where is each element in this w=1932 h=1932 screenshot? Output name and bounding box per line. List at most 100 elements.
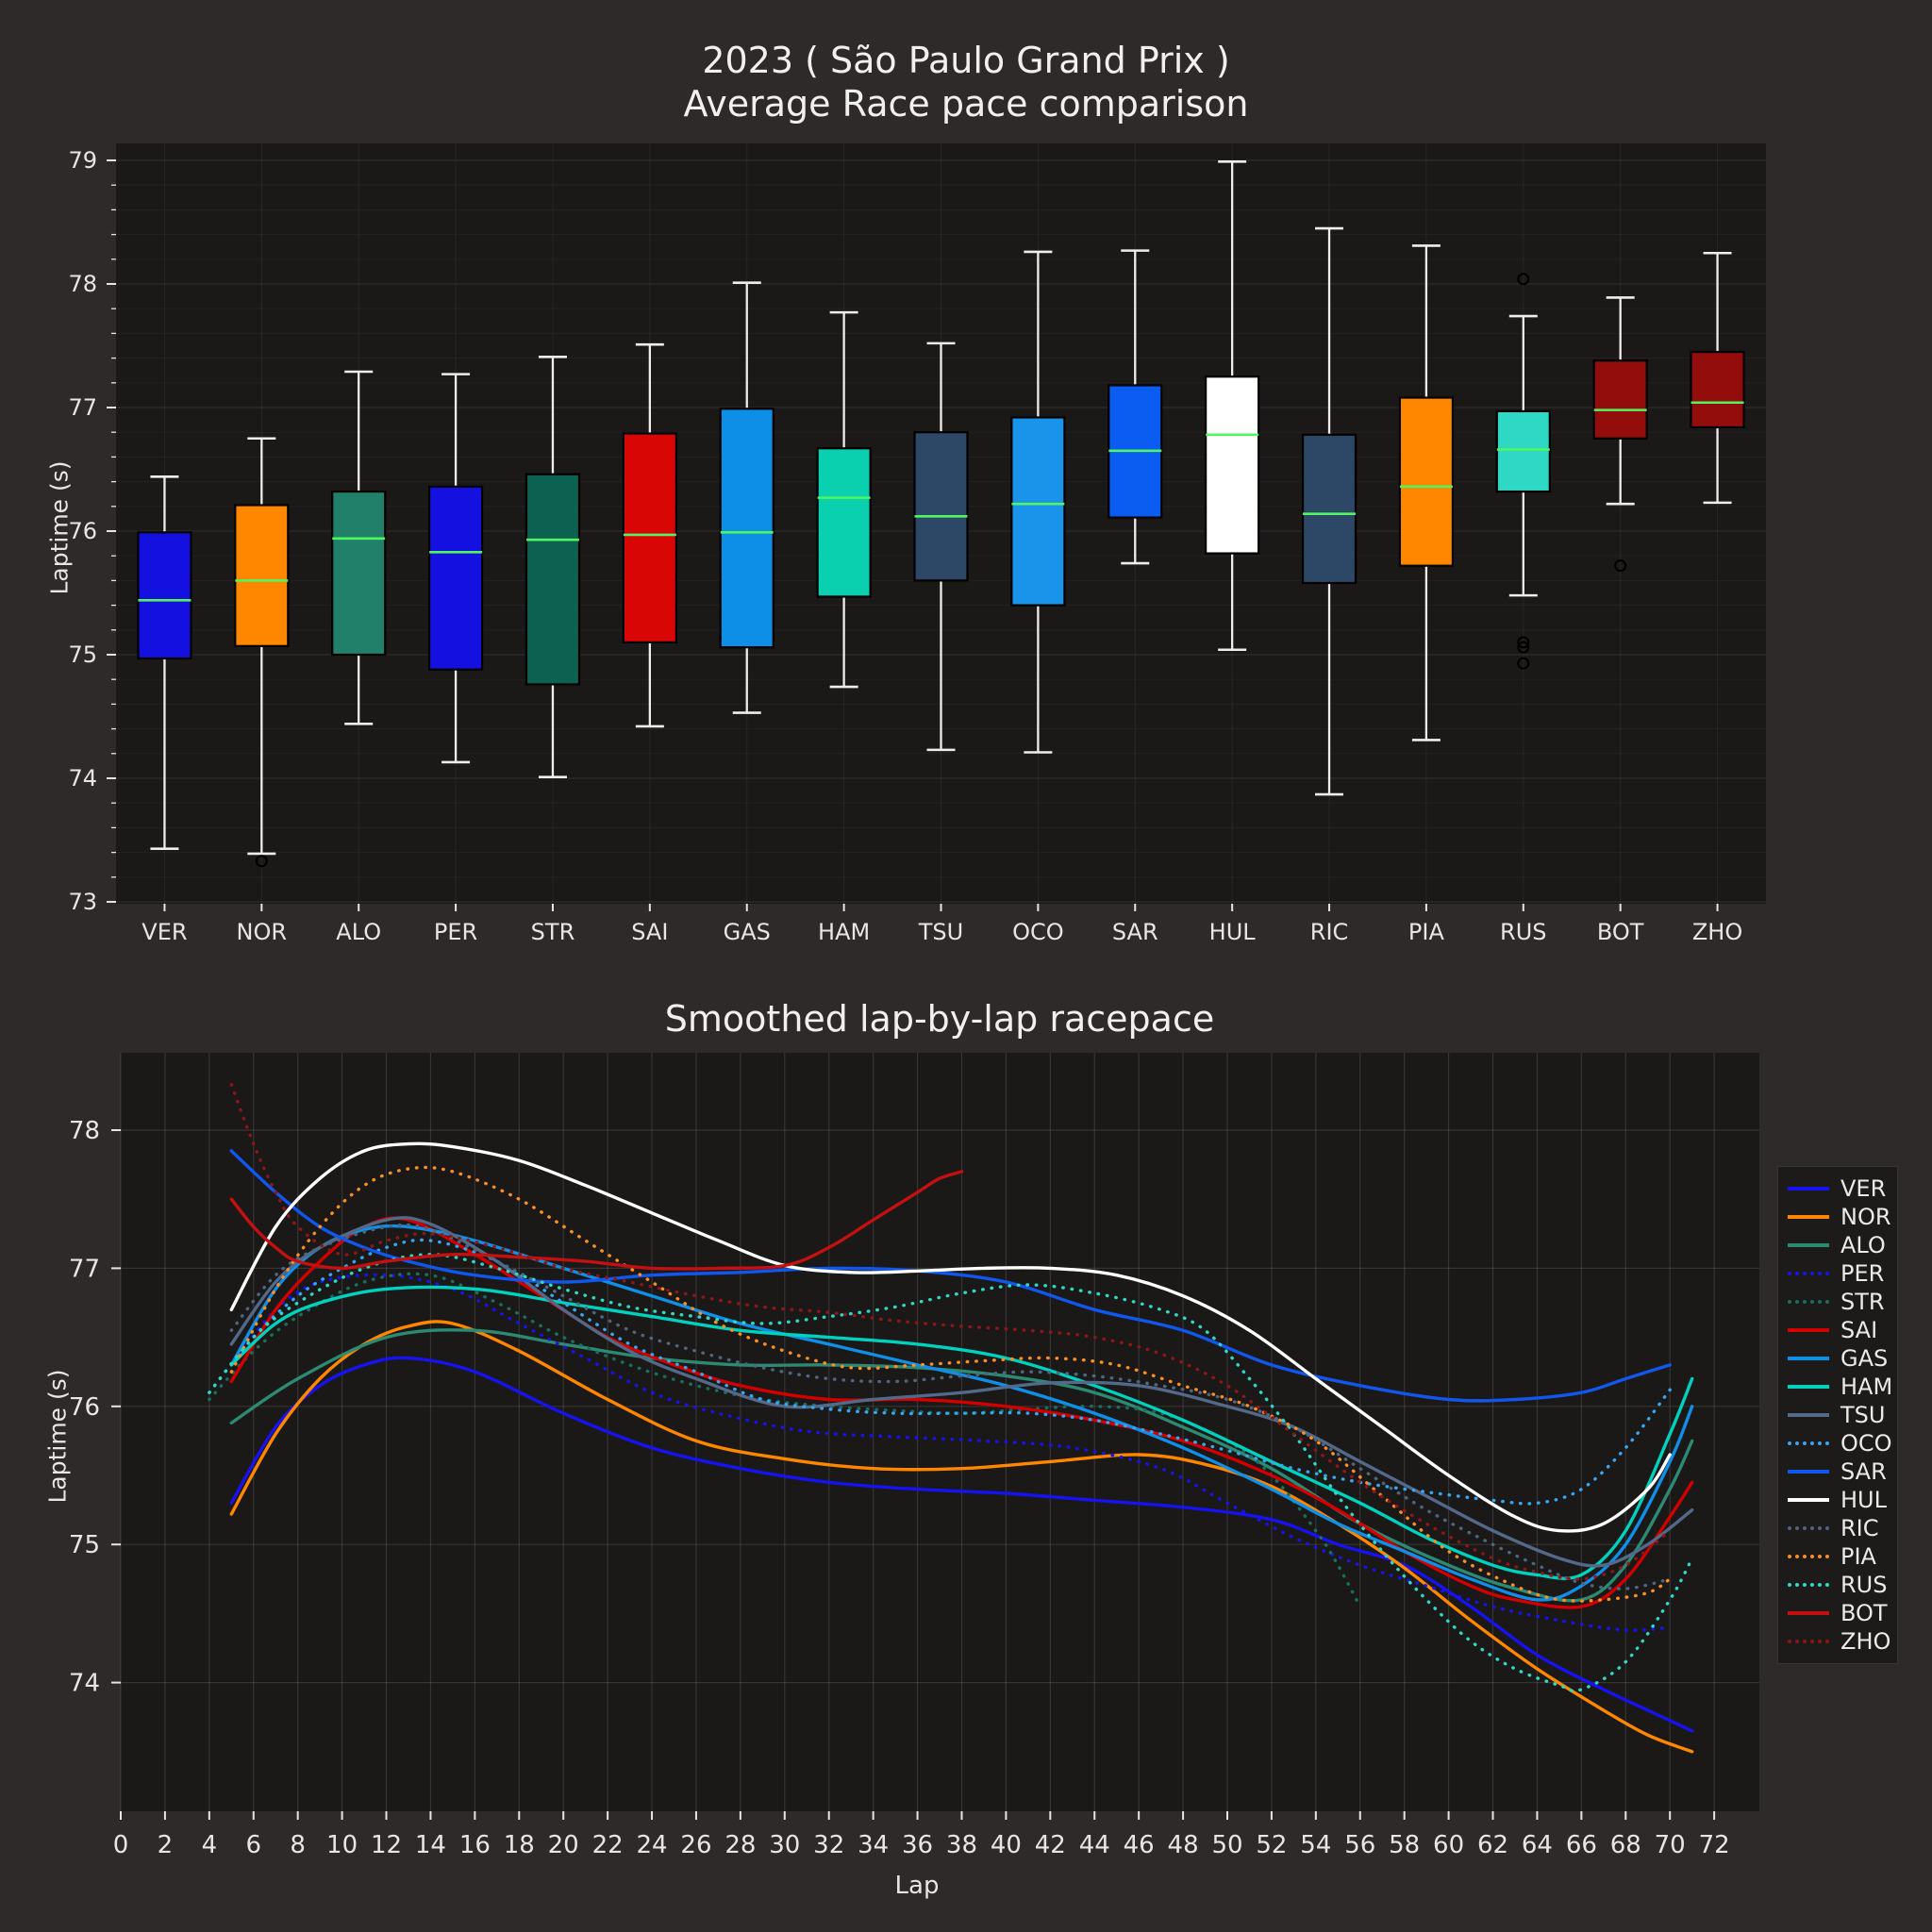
outlier-rus bbox=[1517, 273, 1530, 286]
bottom-chart-xtick-56: 56 bbox=[1344, 1831, 1375, 1859]
line-hul bbox=[229, 1141, 1672, 1533]
bottom-chart-xtick-16: 16 bbox=[459, 1831, 491, 1859]
outlier-rus bbox=[1517, 641, 1530, 654]
top-chart-ytick-73: 73 bbox=[68, 889, 97, 915]
bottom-chart-xtick-0: 0 bbox=[113, 1831, 129, 1859]
bottom-chart-xtick-12: 12 bbox=[371, 1831, 402, 1859]
legend-swatch-ham bbox=[1788, 1385, 1829, 1389]
boxplot-per bbox=[427, 373, 484, 764]
bottom-chart-xtick-40: 40 bbox=[991, 1831, 1022, 1859]
legend-item-ric: RIC bbox=[1788, 1514, 1897, 1542]
bottom-chart-xtick-30: 30 bbox=[769, 1831, 800, 1859]
bottom-chart-axes bbox=[111, 1129, 1716, 1820]
legend-label-nor: NOR bbox=[1840, 1204, 1891, 1230]
bottom-chart-ytick-74: 74 bbox=[69, 1670, 100, 1698]
bottom-chart-plot-area bbox=[121, 1053, 1759, 1811]
line-tsu bbox=[229, 1216, 1694, 1568]
legend-item-oco: OCO bbox=[1788, 1429, 1897, 1457]
legend-item-alo: ALO bbox=[1788, 1231, 1897, 1259]
driver-legend: VER NOR ALO PER STR SAI GAS HAM TSU OCO SAR HUL RIC P… bbox=[1777, 1166, 1898, 1664]
bottom-chart-xtick-6: 6 bbox=[245, 1831, 261, 1859]
boxplot-pia bbox=[1398, 244, 1455, 741]
outlier-rus bbox=[1517, 636, 1530, 649]
bottom-chart-xlabel: Lap bbox=[894, 1872, 940, 1900]
top-chart-xtick-hul: HUL bbox=[1209, 919, 1257, 945]
legend-swatch-pia bbox=[1788, 1555, 1829, 1558]
legend-label-zho: ZHO bbox=[1840, 1628, 1891, 1655]
bottom-chart-xtick-66: 66 bbox=[1566, 1831, 1597, 1859]
bottom-chart-xtick-70: 70 bbox=[1655, 1831, 1686, 1859]
legend-swatch-alo bbox=[1788, 1243, 1829, 1247]
legend-label-ver: VER bbox=[1840, 1175, 1887, 1202]
top-chart-title-line1: 2023 ( São Paulo Grand Prix ) bbox=[702, 40, 1230, 81]
legend-swatch-rus bbox=[1788, 1583, 1829, 1587]
boxplot-rus bbox=[1495, 273, 1551, 670]
top-chart-ytick-77: 77 bbox=[68, 394, 97, 421]
legend-item-gas: GAS bbox=[1788, 1344, 1897, 1373]
top-chart-xtick-gas: GAS bbox=[724, 919, 771, 945]
legend-label-str: STR bbox=[1840, 1289, 1885, 1315]
bottom-chart-ytick-75: 75 bbox=[69, 1531, 100, 1559]
line-sai bbox=[229, 1216, 1694, 1609]
line-str bbox=[208, 1272, 1362, 1608]
legend-item-ham: HAM bbox=[1788, 1373, 1897, 1401]
bottom-chart-xtick-2: 2 bbox=[158, 1831, 174, 1859]
boxplot-sar bbox=[1108, 249, 1163, 565]
legend-swatch-sar bbox=[1788, 1470, 1829, 1474]
legend-item-sai: SAI bbox=[1788, 1316, 1897, 1344]
line-zho bbox=[229, 1082, 1672, 1581]
top-chart-axes bbox=[107, 159, 1719, 911]
legend-label-rus: RUS bbox=[1840, 1572, 1888, 1598]
bottom-chart-ytick-77: 77 bbox=[69, 1255, 100, 1283]
legend-item-tsu: TSU bbox=[1788, 1401, 1897, 1429]
legend-swatch-hul bbox=[1788, 1498, 1829, 1502]
bottom-chart-xtick-62: 62 bbox=[1477, 1831, 1508, 1859]
bottom-chart-ytick-76: 76 bbox=[69, 1393, 100, 1422]
bottom-chart-xtick-36: 36 bbox=[902, 1831, 933, 1859]
top-chart-xtick-ver: VER bbox=[142, 919, 187, 945]
legend-swatch-ver bbox=[1788, 1187, 1829, 1191]
bottom-chart-xtick-72: 72 bbox=[1699, 1831, 1730, 1859]
legend-item-bot: BOT bbox=[1788, 1599, 1897, 1627]
top-chart-ytick-79: 79 bbox=[68, 147, 97, 174]
legend-swatch-ric bbox=[1788, 1526, 1829, 1530]
legend-label-hul: HUL bbox=[1840, 1487, 1887, 1513]
boxplot-tsu bbox=[913, 341, 969, 752]
legend-swatch-per bbox=[1788, 1272, 1829, 1275]
line-nor bbox=[229, 1320, 1694, 1754]
top-chart-title-line2: Average Race pace comparison bbox=[683, 83, 1249, 125]
line-oco bbox=[208, 1238, 1672, 1506]
legend-label-ric: RIC bbox=[1840, 1515, 1879, 1541]
legend-swatch-tsu bbox=[1788, 1413, 1829, 1417]
top-chart-xtick-alo: ALO bbox=[336, 919, 381, 945]
boxplot-alo bbox=[331, 370, 387, 725]
line-ric bbox=[229, 1223, 1672, 1591]
top-chart-xtick-per: PER bbox=[434, 919, 477, 945]
bottom-chart-xtick-32: 32 bbox=[813, 1831, 844, 1859]
legend-item-str: STR bbox=[1788, 1288, 1897, 1316]
legend-item-ver: VER bbox=[1788, 1174, 1897, 1203]
legend-item-rus: RUS bbox=[1788, 1571, 1897, 1599]
legend-label-alo: ALO bbox=[1840, 1232, 1886, 1258]
bottom-chart-xtick-18: 18 bbox=[504, 1831, 535, 1859]
top-chart-xtick-ric: RIC bbox=[1310, 919, 1349, 945]
boxplot-bot bbox=[1592, 296, 1648, 573]
legend-swatch-zho bbox=[1788, 1640, 1829, 1643]
legend-item-zho: ZHO bbox=[1788, 1627, 1897, 1656]
legend-item-hul: HUL bbox=[1788, 1486, 1897, 1514]
bottom-chart-xtick-60: 60 bbox=[1433, 1831, 1464, 1859]
bottom-chart-xtick-10: 10 bbox=[326, 1831, 358, 1859]
legend-label-oco: OCO bbox=[1840, 1430, 1892, 1457]
boxplot-str bbox=[525, 355, 581, 778]
boxplot-ric bbox=[1301, 226, 1357, 796]
bottom-chart-xtick-42: 42 bbox=[1035, 1831, 1066, 1859]
top-chart-xtick-tsu: TSU bbox=[918, 919, 963, 945]
legend-label-per: PER bbox=[1840, 1260, 1885, 1287]
legend-swatch-nor bbox=[1788, 1215, 1829, 1219]
outlier-nor bbox=[255, 855, 268, 868]
bottom-chart-xtick-64: 64 bbox=[1522, 1831, 1553, 1859]
legend-label-bot: BOT bbox=[1840, 1600, 1888, 1626]
bottom-chart-ytick-78: 78 bbox=[69, 1117, 100, 1145]
